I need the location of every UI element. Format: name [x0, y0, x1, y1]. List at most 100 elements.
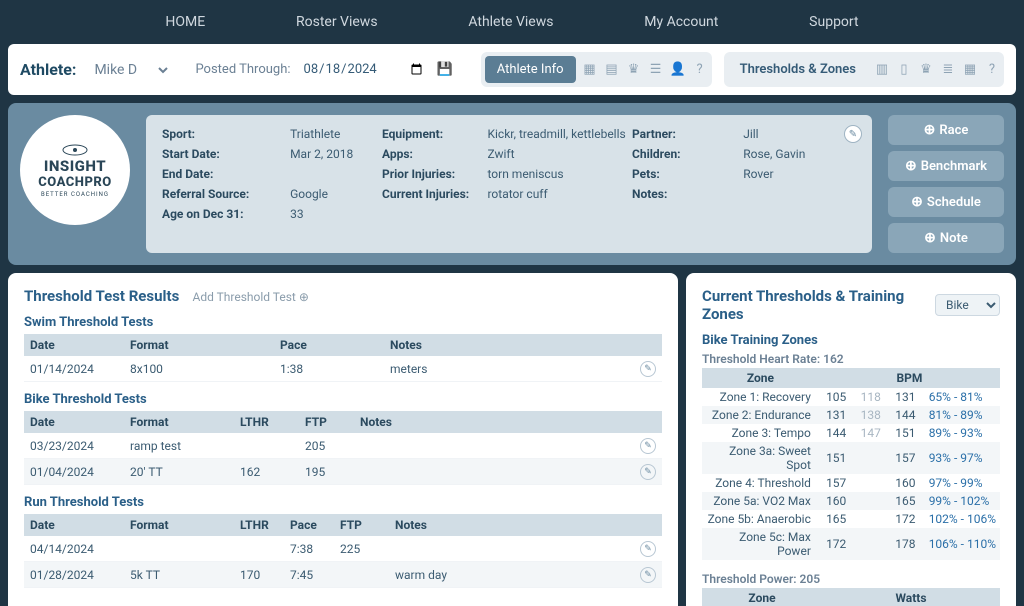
profile-key: Equipment: [382, 127, 475, 141]
table-header: Notes [384, 334, 634, 356]
profile-key: Referral Source: [162, 187, 278, 201]
posted-through-label: Posted Through: [195, 62, 290, 77]
thresholds-section: Thresholds & Zones ▥ ▯ ♛ ≣ ▦ ? [724, 52, 1004, 87]
edit-row-icon[interactable]: ✎ [640, 541, 656, 557]
profile-key: Start Date: [162, 147, 278, 161]
profile-value: Mar 2, 2018 [290, 147, 382, 161]
logo: INSIGHT COACHPRO BETTER COACHING [20, 115, 130, 225]
table-header: Date [24, 411, 124, 433]
profile-value: Google [290, 187, 382, 201]
save-icon[interactable]: 💾 [437, 62, 453, 77]
edit-row-icon[interactable]: ✎ [640, 464, 656, 480]
race-button[interactable]: Race [888, 115, 1004, 145]
profile-value [743, 187, 856, 201]
profile-value: Rover [743, 167, 856, 181]
threshold-power-label: Threshold Power: 205 [702, 572, 1000, 586]
table-row: 01/28/20245k TT1707:45warm day✎ [24, 562, 662, 588]
threshold-hr-label: Threshold Heart Rate: 162 [702, 352, 1000, 366]
nav-home[interactable]: HOME [157, 10, 213, 34]
athlete-info-button[interactable]: Athlete Info [485, 56, 576, 83]
help-icon[interactable]: ? [692, 62, 708, 78]
athlete-select[interactable]: Mike D [88, 59, 171, 81]
athlete-info-section: Athlete Info ▦ ▤ ♛ ☰ 👤 ? [481, 52, 712, 87]
table-header: Date [24, 514, 124, 536]
top-nav: HOME Roster Views Athlete Views My Accou… [0, 0, 1024, 44]
profile-key: Apps: [382, 147, 475, 161]
calendar-icon[interactable]: ▦ [582, 62, 598, 78]
profile-key: Prior Injuries: [382, 167, 475, 181]
profile-value: Zwift [487, 147, 632, 161]
badge-icon[interactable]: ♛ [918, 62, 934, 78]
chart-icon[interactable]: ▯ [896, 62, 912, 78]
zone-row: Zone 5b: Anaerobic165172102% - 106% [702, 510, 1000, 528]
table-header: Notes [354, 411, 634, 433]
run-tests-title: Run Threshold Tests [24, 495, 662, 510]
table-header: Pace [284, 514, 334, 536]
edit-row-icon[interactable]: ✎ [640, 361, 656, 377]
profile-panel: INSIGHT COACHPRO BETTER COACHING ✎ Sport… [8, 103, 1016, 265]
swim-tests-table: DateFormatPaceNotes01/14/20248x1001:38me… [24, 334, 662, 382]
table-row: 03/23/2024ramp test205✎ [24, 433, 662, 459]
zone-row: Zone 4: Threshold15716097% - 99% [702, 474, 1000, 492]
bike-tests-title: Bike Threshold Tests [24, 392, 662, 407]
table-row: 01/04/202420' TT162195✎ [24, 459, 662, 485]
profile-key: Sport: [162, 127, 278, 141]
zone-row: Zone 5a: VO2 Max16016599% - 102% [702, 492, 1000, 510]
posted-through-date[interactable] [303, 61, 425, 78]
profile-key: Pets: [632, 167, 731, 181]
table-header: Format [124, 514, 234, 536]
zones-title: Current Thresholds & Training Zones [702, 287, 935, 323]
profile-value: Kickr, treadmill, kettlebells [487, 127, 632, 141]
edit-profile-icon[interactable]: ✎ [844, 125, 862, 143]
zone-sport-select[interactable]: Bike [935, 294, 1000, 316]
list-icon[interactable]: ≣ [940, 62, 956, 78]
hr-zones-table: ZoneBPMZone 1: Recovery10511813165% - 81… [702, 368, 1000, 560]
profile-key: Partner: [632, 127, 731, 141]
threshold-tests-title: Threshold Test Results [24, 287, 179, 305]
profile-icon[interactable]: 👤 [670, 62, 686, 78]
zone-row: Zone 2: Endurance13113814481% - 89% [702, 406, 1000, 424]
edit-row-icon[interactable]: ✎ [640, 567, 656, 583]
threshold-tests-panel: Threshold Test Results Add Threshold Tes… [8, 273, 678, 606]
medal-icon[interactable]: ♛ [626, 62, 642, 78]
help2-icon[interactable]: ? [984, 62, 1000, 78]
profile-value: Jill [743, 127, 856, 141]
schedule-button[interactable]: Schedule [888, 187, 1004, 217]
nav-roster[interactable]: Roster Views [288, 10, 386, 34]
zone-row: Zone 5c: Max Power172178106% - 110% [702, 528, 1000, 560]
edit-row-icon[interactable]: ✎ [640, 438, 656, 454]
profile-key: Children: [632, 147, 731, 161]
zone-row: Zone 3: Tempo14414715189% - 93% [702, 424, 1000, 442]
table-row: 01/14/20248x1001:38meters✎ [24, 356, 662, 382]
map-icon[interactable]: ▥ [874, 62, 890, 78]
note-button[interactable]: Note [888, 223, 1004, 253]
nav-account[interactable]: My Account [636, 10, 726, 34]
profile-value: Triathlete [290, 127, 382, 141]
thresholds-zones-button[interactable]: Thresholds & Zones [728, 56, 868, 83]
notes-icon[interactable]: ☰ [648, 62, 664, 78]
profile-value: 33 [290, 207, 382, 221]
benchmark-button[interactable]: Benchmark [888, 151, 1004, 181]
nav-athlete[interactable]: Athlete Views [460, 10, 561, 34]
athlete-bar: Athlete: Mike D Posted Through: 💾 Athlet… [8, 44, 1016, 95]
bike-tests-table: DateFormatLTHRFTPNotes03/23/2024ramp tes… [24, 411, 662, 485]
swim-tests-title: Swim Threshold Tests [24, 315, 662, 330]
table-header: LTHR [234, 514, 284, 536]
schedule-icon[interactable]: ▤ [604, 62, 620, 78]
grid-icon[interactable]: ▦ [962, 62, 978, 78]
action-buttons: Race Benchmark Schedule Note [888, 115, 1004, 253]
profile-key: Notes: [632, 187, 731, 201]
athlete-label: Athlete: [20, 60, 76, 79]
table-header: Notes [389, 514, 634, 536]
table-header: FTP [334, 514, 389, 536]
table-header: FTP [299, 411, 354, 433]
profile-value [290, 167, 382, 181]
profile-key: Age on Dec 31: [162, 207, 278, 221]
profile-key: End Date: [162, 167, 278, 181]
table-header: LTHR [234, 411, 299, 433]
profile-value: torn meniscus [487, 167, 632, 181]
add-threshold-test-link[interactable]: Add Threshold Test [193, 290, 309, 304]
run-tests-table: DateFormatLTHRPaceFTPNotes04/14/20247:38… [24, 514, 662, 588]
profile-info: ✎ Sport: Triathlete Start Date: Mar 2, 2018… [146, 115, 872, 253]
nav-support[interactable]: Support [801, 10, 866, 34]
